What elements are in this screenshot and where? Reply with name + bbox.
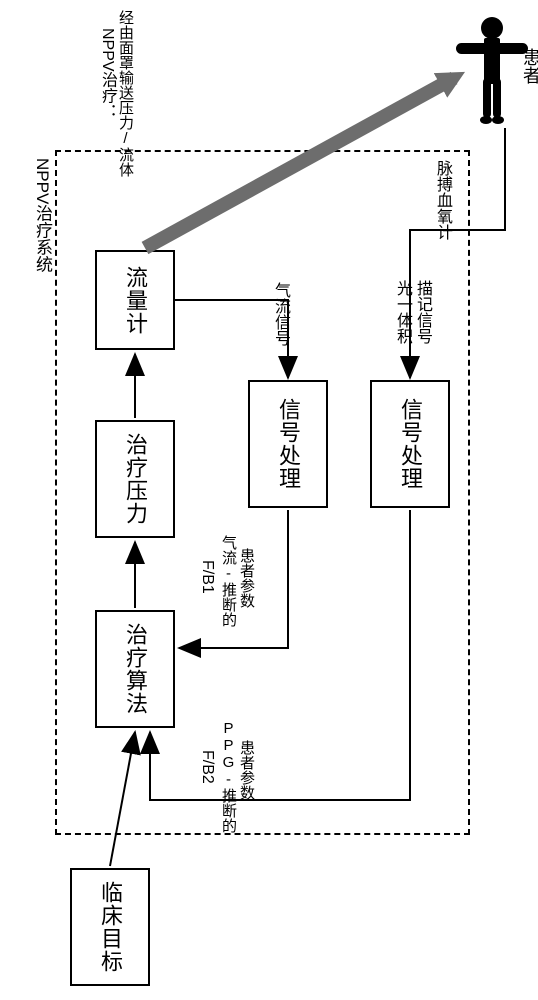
final-svg xyxy=(0,0,538,1000)
edge-patient-to-sigppg xyxy=(410,128,505,378)
edge-flow-to-sigflow xyxy=(175,300,288,378)
patient-person-icon xyxy=(456,17,528,124)
edge-sigppg-to-algo xyxy=(150,510,410,800)
edge-flow-patient-thick xyxy=(145,78,454,248)
edge-sigflow-to-algo xyxy=(179,510,288,648)
edge-clinical-algo xyxy=(110,732,135,866)
diagram-stage: NPPV治疗系统 临床目标 治疗算法 治疗压力 流量计 信号处理 信号处理 NP… xyxy=(0,0,538,1000)
